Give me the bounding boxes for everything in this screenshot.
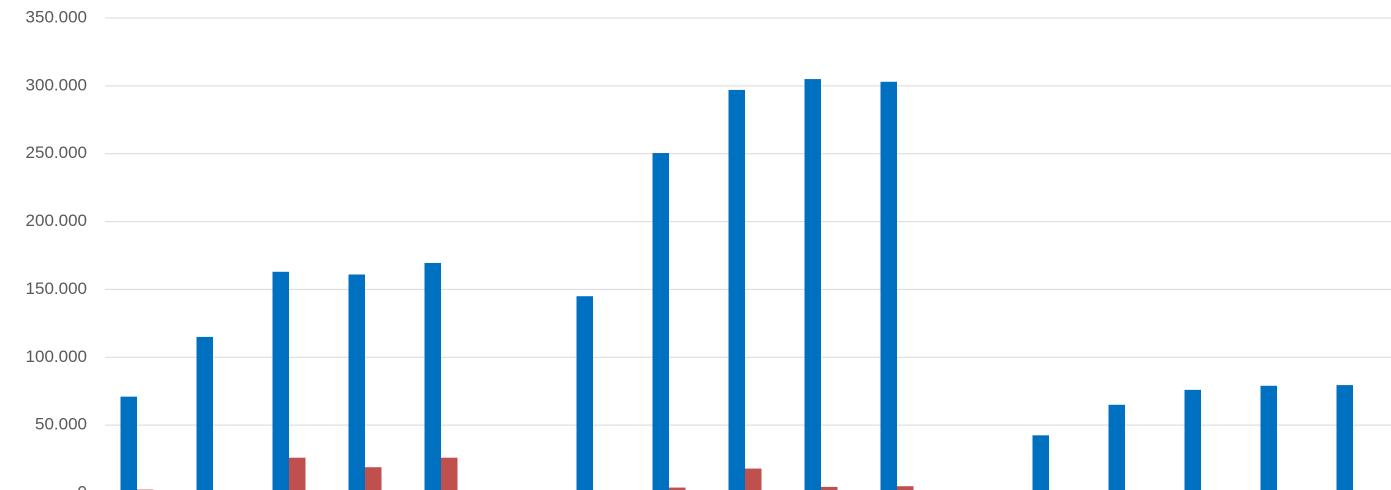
bar bbox=[1108, 404, 1125, 490]
bar bbox=[1336, 385, 1353, 490]
bar bbox=[120, 396, 137, 490]
bar bbox=[1184, 389, 1201, 490]
y-tick-label: 150.000 bbox=[26, 279, 87, 298]
y-tick-label: 50.000 bbox=[35, 415, 87, 434]
bar bbox=[804, 79, 821, 490]
bar bbox=[652, 153, 669, 490]
bar bbox=[365, 467, 382, 490]
bar bbox=[1260, 385, 1277, 490]
bar bbox=[348, 274, 365, 490]
bar bbox=[289, 457, 306, 490]
y-tick-label: 0 bbox=[78, 482, 87, 490]
bar bbox=[821, 486, 838, 490]
bar bbox=[576, 296, 593, 490]
y-tick-label: 300.000 bbox=[26, 75, 87, 94]
bar bbox=[196, 336, 213, 490]
bar bbox=[669, 487, 686, 490]
bar bbox=[441, 457, 458, 490]
y-tick-label: 100.000 bbox=[26, 347, 87, 366]
bar bbox=[424, 262, 441, 490]
bar bbox=[897, 486, 914, 490]
bar bbox=[272, 271, 289, 490]
y-tick-label: 250.000 bbox=[26, 143, 87, 162]
y-tick-label: 200.000 bbox=[26, 211, 87, 230]
y-tick-label: 350.000 bbox=[26, 7, 87, 26]
bar bbox=[728, 89, 745, 490]
bar bbox=[745, 468, 762, 490]
bar bbox=[880, 81, 897, 490]
bar bbox=[1032, 435, 1049, 490]
